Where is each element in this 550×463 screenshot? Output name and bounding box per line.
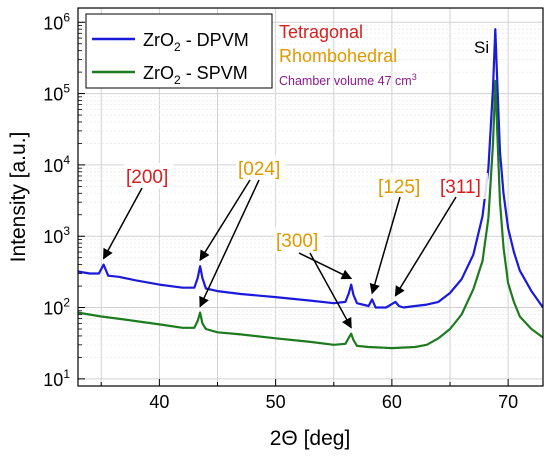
peak-label-bg <box>124 163 174 189</box>
legend-box <box>85 13 273 89</box>
y-tick-label: 104 <box>43 153 70 176</box>
plot-frame <box>77 7 544 387</box>
y-axis-title: Intensity [a.u.] <box>7 132 30 263</box>
y-tick-label: 103 <box>43 224 70 247</box>
x-tick-label: 60 <box>382 392 402 412</box>
peak-label-200: [200] <box>126 167 168 188</box>
y-tick-label: 106 <box>43 10 70 33</box>
legend: ZrO2 - DPVM ZrO2 - SPVM <box>85 13 273 89</box>
legend-label-dpvm-sub: 2 <box>174 40 181 54</box>
peak-label-024: [024] <box>238 159 280 180</box>
series-line-spvm <box>78 79 543 350</box>
y-tick-label: 101 <box>43 367 70 390</box>
phase-note-chamber-volume: Chamber volume 47 cm3 <box>279 72 417 88</box>
x-tick-label: 70 <box>498 392 518 412</box>
y-tick-label: 105 <box>43 82 70 105</box>
phase-note-rhombohedral: Rhombohedral <box>279 46 397 66</box>
series-line-dpvm <box>78 28 543 309</box>
peak-label-si: Si <box>474 38 489 57</box>
peak-label-bg <box>376 173 426 199</box>
legend-label-dpvm: ZrO2 - DPVM <box>143 30 249 54</box>
peak-arrow <box>199 179 251 262</box>
legend-label-spvm: ZrO2 - SPVM <box>143 63 248 87</box>
peak-annotations: [200] [024] [300] [125] [311] Si <box>102 38 489 329</box>
peak-arrow <box>369 196 401 295</box>
x-axis-title: 2Θ [deg] <box>270 427 351 450</box>
peak-label-bg <box>274 227 324 253</box>
series-layer <box>78 28 543 350</box>
chamber-volume-sup: 3 <box>412 72 417 82</box>
peak-label-311: [311] <box>440 177 481 198</box>
peak-arrow <box>309 252 352 329</box>
peak-arrow <box>298 252 353 280</box>
axis-ticks: 40 50 60 70 101 102 103 104 105 106 <box>43 10 518 412</box>
peak-label-300: [300] <box>276 231 318 252</box>
legend-label-spvm-sub: 2 <box>174 73 181 87</box>
y-tick-label: 102 <box>43 296 70 319</box>
peak-label-bg <box>236 155 286 181</box>
x-tick-label: 50 <box>266 392 286 412</box>
peak-arrow <box>199 179 260 308</box>
peak-arrow <box>102 187 143 260</box>
x-tick-label: 40 <box>149 392 169 412</box>
phase-note-tetragonal: Tetragonal <box>279 22 363 42</box>
peak-label-125: [125] <box>378 177 420 198</box>
peak-arrow <box>394 196 457 297</box>
peak-label-bg <box>438 173 488 199</box>
